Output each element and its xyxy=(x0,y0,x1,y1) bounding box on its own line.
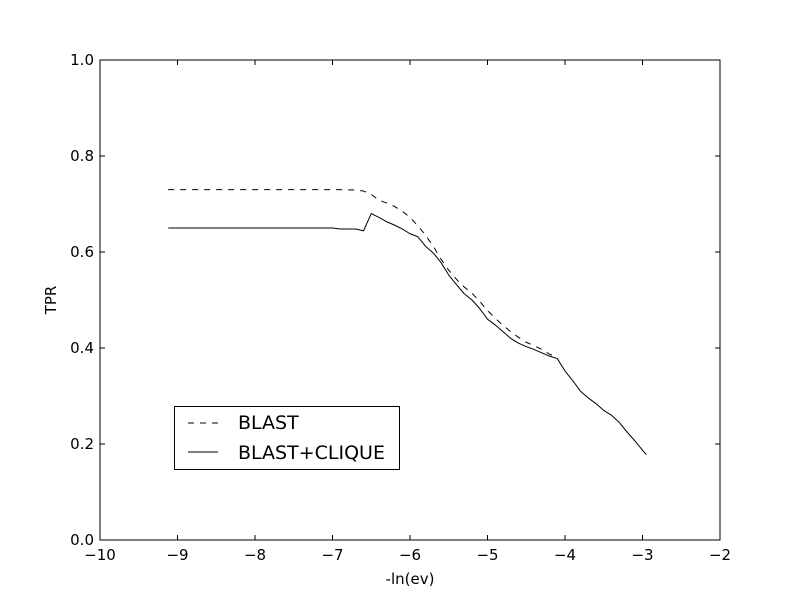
y-tick-label: 0.4 xyxy=(70,339,94,357)
x-tick-label: −3 xyxy=(631,546,653,564)
series-line-blast-clique xyxy=(168,213,647,455)
y-tick-label: 0.8 xyxy=(70,147,94,165)
x-axis: −10 −9 −8 −7 −6 −5 −4 −3 −2 xyxy=(84,60,731,564)
x-tick-label: −4 xyxy=(554,546,576,564)
x-tick-label: −10 xyxy=(84,546,116,564)
y-axis: 0.0 0.2 0.4 0.6 0.8 1.0 xyxy=(70,51,720,549)
x-axis-label: -ln(ev) xyxy=(386,570,435,588)
x-tick-label: −6 xyxy=(399,546,421,564)
legend-box xyxy=(174,406,400,470)
series-layer xyxy=(168,189,647,455)
y-tick-label: 1.0 xyxy=(70,51,94,69)
legend-label-blast: BLAST xyxy=(238,412,299,434)
x-tick-label: −5 xyxy=(476,546,498,564)
x-tick-label: −7 xyxy=(321,546,343,564)
x-tick-label: −8 xyxy=(244,546,266,564)
series-line-blast xyxy=(168,189,556,357)
y-tick-label: 0.6 xyxy=(70,243,94,261)
y-tick-label: 0.2 xyxy=(70,435,94,453)
legend-label-blast-clique: BLAST+CLIQUE xyxy=(238,442,385,464)
x-tick-label: −9 xyxy=(166,546,188,564)
y-tick-label: 0.0 xyxy=(70,531,94,549)
y-axis-label: TPR xyxy=(42,286,60,316)
legend: BLAST BLAST+CLIQUE xyxy=(174,406,400,470)
x-tick-label: −2 xyxy=(709,546,731,564)
